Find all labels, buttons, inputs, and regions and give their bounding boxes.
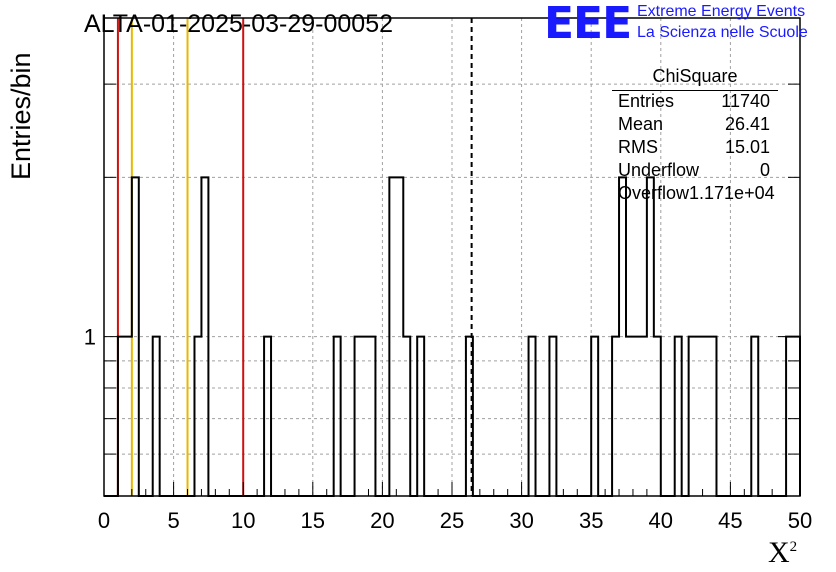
stats-row: RMS 15.01 — [612, 137, 778, 160]
y-axis-label: Entries/bin — [6, 52, 36, 180]
histogram-bin — [675, 337, 682, 496]
histogram-bin — [389, 177, 396, 496]
stats-box: ChiSquare Entries 11740 Mean 26.41 RMS 1… — [612, 66, 778, 206]
histogram-bin — [194, 337, 201, 496]
histogram-bin — [689, 337, 696, 496]
logo-line-2: La Scienza nelle Scuole — [637, 24, 808, 41]
stats-row: Overflow 1.171e+04 — [612, 183, 778, 206]
x-tick-label: 20 — [370, 508, 394, 533]
x-tick-label: 10 — [231, 508, 255, 533]
histogram-bin — [710, 337, 717, 496]
stats-label: Overflow — [618, 183, 690, 203]
x-tick-label: 30 — [509, 508, 533, 533]
stats-row: Entries 11740 — [612, 91, 778, 114]
x-axis-label-text: X — [768, 536, 790, 569]
x-tick-label: 40 — [649, 508, 673, 533]
eee-logo: EEE — [544, 0, 632, 49]
x-tick-label: 50 — [788, 508, 812, 533]
histogram-bin — [417, 337, 424, 496]
histogram-bin — [396, 177, 403, 496]
stats-value: 11740 — [721, 91, 770, 111]
histogram-bin — [696, 337, 703, 496]
histogram-bin — [549, 337, 556, 496]
histogram-bin — [201, 177, 208, 496]
histogram-bin — [264, 337, 271, 496]
histogram-bin — [529, 337, 536, 496]
x-axis-label-superscript: 2 — [789, 539, 798, 555]
stats-label: Underflow — [618, 160, 700, 180]
x-tick-label: 15 — [301, 508, 325, 533]
histogram-bin — [466, 337, 473, 496]
stats-label: Mean — [618, 114, 664, 134]
stats-value: 1.171e+04 — [689, 183, 775, 203]
histogram-bin — [368, 337, 375, 496]
histogram-bin — [153, 337, 160, 496]
stats-label: Entries — [618, 91, 675, 111]
histogram-bin — [591, 337, 598, 496]
stats-row: Underflow 0 — [612, 160, 778, 183]
x-tick-label: 45 — [718, 508, 742, 533]
histogram-bin — [362, 337, 369, 496]
x-tick-label: 25 — [440, 508, 464, 533]
histogram-bin — [654, 337, 661, 496]
histogram-bin — [612, 337, 619, 496]
histogram-bin — [703, 337, 710, 496]
histogram-bin — [751, 337, 758, 496]
logo-line-1: Extreme Energy Events — [637, 3, 806, 20]
stats-title: ChiSquare — [612, 66, 778, 91]
x-tick-label: 35 — [579, 508, 603, 533]
stats-value: 15.01 — [724, 137, 770, 157]
chart-title: ALTA-01-2025-03-29-00052 — [84, 10, 393, 38]
histogram-bin — [355, 337, 362, 496]
x-tick-label: 5 — [167, 508, 179, 533]
histogram-bin — [633, 337, 640, 496]
histogram-bin — [132, 177, 139, 496]
histogram-bin — [118, 337, 125, 496]
histogram-bin — [334, 337, 341, 496]
histogram-bin — [647, 177, 654, 496]
axis-ticks — [103, 17, 801, 497]
histogram-bin — [125, 337, 132, 496]
x-axis-label: X2 — [768, 536, 797, 570]
axis-tick-labels: 0 5 10 15 20 25 30 35 40 45 50 1 — [84, 325, 812, 533]
histogram-bin — [403, 337, 410, 496]
stats-row: Mean 26.41 — [612, 114, 778, 137]
histogram-bin — [619, 177, 626, 496]
stats-label: RMS — [618, 137, 658, 157]
y-tick-label: 1 — [84, 325, 96, 350]
histogram-bin — [640, 337, 647, 496]
x-tick-label: 0 — [98, 508, 110, 533]
histogram-bin — [626, 337, 633, 496]
stats-value: 0 — [759, 160, 770, 180]
stats-value: 26.41 — [724, 114, 770, 134]
